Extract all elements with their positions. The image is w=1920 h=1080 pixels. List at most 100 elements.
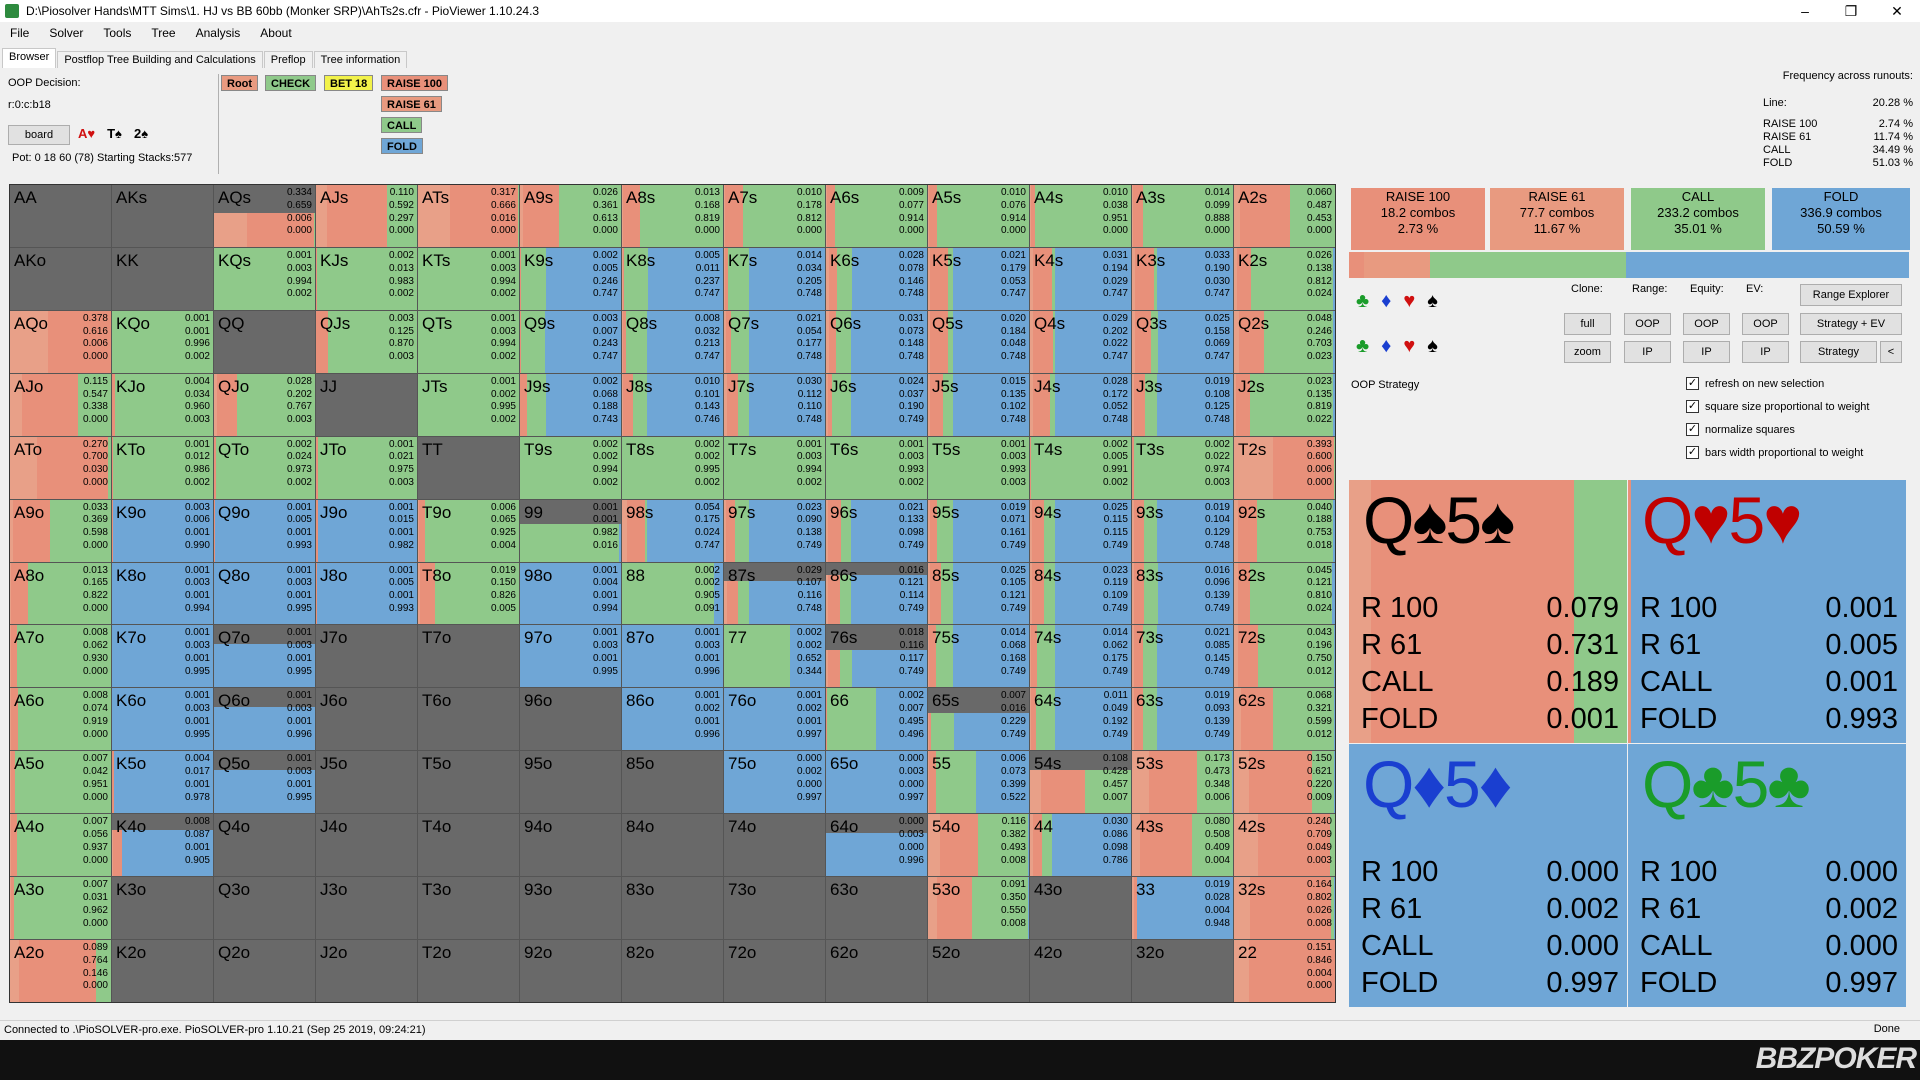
- hand-cell[interactable]: 72o: [724, 940, 825, 1002]
- hand-cell[interactable]: J5s 0.015 0.135 0.102 0.748: [928, 373, 1029, 436]
- hand-cell[interactable]: T3s 0.002 0.022 0.974 0.003: [1132, 436, 1233, 499]
- hand-cell[interactable]: 84s 0.023 0.119 0.109 0.749: [1030, 562, 1131, 625]
- hand-cell[interactable]: 32s 0.164 0.802 0.026 0.008: [1234, 877, 1335, 940]
- hand-cell[interactable]: K4s 0.031 0.194 0.029 0.747: [1030, 247, 1131, 310]
- hand-cell[interactable]: 65s 0.007 0.016 0.229 0.749: [928, 688, 1029, 751]
- equity-oop-button[interactable]: OOP: [1683, 313, 1730, 335]
- hand-cell[interactable]: Q4o: [214, 814, 315, 877]
- hand-cell[interactable]: 42o: [1030, 940, 1131, 1002]
- hand-cell[interactable]: J8s 0.010 0.101 0.143 0.746: [622, 373, 723, 436]
- hand-cell[interactable]: 92s 0.040 0.188 0.753 0.018: [1234, 499, 1335, 562]
- hand-cell[interactable]: Q7o 0.001 0.003 0.001 0.995: [214, 625, 315, 688]
- hand-cell[interactable]: 54s 0.108 0.428 0.457 0.007: [1030, 751, 1131, 814]
- hand-cell[interactable]: A4s 0.010 0.038 0.951 0.000: [1030, 185, 1131, 247]
- hand-cell[interactable]: T3o: [418, 877, 519, 940]
- hand-cell[interactable]: A6s 0.009 0.077 0.914 0.000: [826, 185, 927, 247]
- hand-cell[interactable]: A9s 0.026 0.361 0.613 0.000: [520, 185, 621, 247]
- square-size-checkbox[interactable]: ✓ square size proportional to weight: [1686, 400, 1869, 413]
- hand-cell[interactable]: 93o: [520, 877, 621, 940]
- hand-cell[interactable]: 98s 0.054 0.175 0.024 0.747: [622, 499, 723, 562]
- hand-cell[interactable]: A5o 0.007 0.042 0.951 0.000: [10, 751, 111, 814]
- range-explorer-button[interactable]: Range Explorer: [1800, 284, 1902, 306]
- hand-cell[interactable]: KJo 0.004 0.034 0.960 0.003: [112, 373, 213, 436]
- hand-cell[interactable]: 62o: [826, 940, 927, 1002]
- hand-cell[interactable]: 74s 0.014 0.062 0.175 0.749: [1030, 625, 1131, 688]
- board-button[interactable]: board: [8, 125, 70, 145]
- ev-oop-button[interactable]: OOP: [1742, 313, 1789, 335]
- hand-cell[interactable]: K6o 0.001 0.003 0.001 0.995: [112, 688, 213, 751]
- hand-cell[interactable]: T2o: [418, 940, 519, 1002]
- hand-cell[interactable]: 95o: [520, 751, 621, 814]
- hand-cell[interactable]: J9s 0.002 0.068 0.188 0.743: [520, 373, 621, 436]
- suit-icon[interactable]: ♣: [1356, 290, 1370, 312]
- hand-cell[interactable]: Q2o: [214, 940, 315, 1002]
- hand-cell[interactable]: 82o: [622, 940, 723, 1002]
- hand-cell[interactable]: T9s 0.002 0.002 0.994 0.002: [520, 436, 621, 499]
- hand-cell[interactable]: J7s 0.030 0.112 0.110 0.748: [724, 373, 825, 436]
- hand-cell[interactable]: J8o 0.001 0.005 0.001 0.993: [316, 562, 417, 625]
- hand-cell[interactable]: 94o: [520, 814, 621, 877]
- hand-cell[interactable]: KJs 0.002 0.013 0.983 0.002: [316, 247, 417, 310]
- hand-cell[interactable]: 94s 0.025 0.115 0.115 0.749: [1030, 499, 1131, 562]
- hand-cell[interactable]: A9o 0.033 0.369 0.598 0.000: [10, 499, 111, 562]
- hand-cell[interactable]: Q5o 0.001 0.003 0.001 0.995: [214, 751, 315, 814]
- hand-cell[interactable]: T8o 0.019 0.150 0.826 0.005: [418, 562, 519, 625]
- menu-file[interactable]: File: [10, 26, 30, 40]
- suit-icon[interactable]: ♠: [1427, 290, 1438, 312]
- suit-icon[interactable]: ♥: [1403, 290, 1416, 312]
- hand-cell[interactable]: A2s 0.060 0.487 0.453 0.000: [1234, 185, 1335, 247]
- hand-cell[interactable]: J3o: [316, 877, 417, 940]
- tab-preflop[interactable]: Preflop: [263, 51, 313, 68]
- hand-cell[interactable]: KK: [112, 247, 213, 310]
- suit-icon[interactable]: ♣: [1356, 335, 1370, 357]
- hand-cell[interactable]: 95s 0.019 0.071 0.161 0.749: [928, 499, 1029, 562]
- normalize-checkbox[interactable]: ✓ normalize squares: [1686, 423, 1795, 436]
- hand-cell[interactable]: 43s 0.080 0.508 0.409 0.004: [1132, 814, 1233, 877]
- hand-cell[interactable]: JTs 0.001 0.002 0.995 0.002: [418, 373, 519, 436]
- hand-cell[interactable]: KQo 0.001 0.001 0.996 0.002: [112, 310, 213, 373]
- suit-icon[interactable]: ♦: [1381, 290, 1392, 312]
- check-icon[interactable]: ✓: [1686, 423, 1699, 436]
- hand-cell[interactable]: K6s 0.028 0.078 0.146 0.748: [826, 247, 927, 310]
- hand-cell[interactable]: J9o 0.001 0.015 0.001 0.982: [316, 499, 417, 562]
- menu-tree[interactable]: Tree: [151, 26, 176, 40]
- hand-cell[interactable]: J4s 0.028 0.172 0.052 0.748: [1030, 373, 1131, 436]
- hand-cell[interactable]: 96s 0.021 0.133 0.098 0.749: [826, 499, 927, 562]
- hand-cell[interactable]: T5o: [418, 751, 519, 814]
- hand-cell[interactable]: Q9s 0.003 0.007 0.243 0.747: [520, 310, 621, 373]
- hand-cell[interactable]: 99 0.001 0.001 0.982 0.016: [520, 499, 621, 562]
- hand-cell[interactable]: T7s 0.001 0.003 0.994 0.002: [724, 436, 825, 499]
- hand-cell[interactable]: 97s 0.023 0.090 0.138 0.749: [724, 499, 825, 562]
- hand-cell[interactable]: Q6o 0.001 0.003 0.001 0.996: [214, 688, 315, 751]
- hand-cell[interactable]: 77 0.002 0.002 0.652 0.344: [724, 625, 825, 688]
- hand-cell[interactable]: T4s 0.002 0.005 0.991 0.002: [1030, 436, 1131, 499]
- hand-cell[interactable]: 82s 0.045 0.121 0.810 0.024: [1234, 562, 1335, 625]
- hand-cell[interactable]: 92o: [520, 940, 621, 1002]
- hand-cell[interactable]: 64s 0.011 0.049 0.192 0.749: [1030, 688, 1131, 751]
- hand-cell[interactable]: 66 0.002 0.007 0.495 0.496: [826, 688, 927, 751]
- hand-cell[interactable]: K2s 0.026 0.138 0.812 0.024: [1234, 247, 1335, 310]
- hand-cell[interactable]: 86s 0.016 0.121 0.114 0.749: [826, 562, 927, 625]
- hand-cell[interactable]: A2o 0.089 0.764 0.146 0.000: [10, 940, 111, 1002]
- hand-cell[interactable]: AKo: [10, 247, 111, 310]
- hand-cell[interactable]: A5s 0.010 0.076 0.914 0.000: [928, 185, 1029, 247]
- check-icon[interactable]: ✓: [1686, 446, 1699, 459]
- hand-cell[interactable]: 42s 0.240 0.709 0.049 0.003: [1234, 814, 1335, 877]
- hand-cell[interactable]: Q4s 0.029 0.202 0.022 0.747: [1030, 310, 1131, 373]
- hand-cell[interactable]: QQ: [214, 310, 315, 373]
- hand-cell[interactable]: 54o 0.116 0.382 0.493 0.008: [928, 814, 1029, 877]
- hand-cell[interactable]: 74o: [724, 814, 825, 877]
- hand-cell[interactable]: T7o: [418, 625, 519, 688]
- bars-width-checkbox[interactable]: ✓ bars width proportional to weight: [1686, 446, 1863, 459]
- hand-cell[interactable]: 22 0.151 0.846 0.004 0.000: [1234, 940, 1335, 1002]
- hand-cell[interactable]: JJ: [316, 373, 417, 436]
- hand-cell[interactable]: 93s 0.019 0.104 0.129 0.748: [1132, 499, 1233, 562]
- hand-cell[interactable]: T6s 0.001 0.003 0.993 0.002: [826, 436, 927, 499]
- hand-cell[interactable]: 32o: [1132, 940, 1233, 1002]
- hand-cell[interactable]: 84o: [622, 814, 723, 877]
- tree-bet-button[interactable]: BET 18: [324, 75, 374, 91]
- tree-root-button[interactable]: Root: [221, 75, 259, 91]
- hand-cell[interactable]: AKs: [112, 185, 213, 247]
- hand-cell[interactable]: 76s 0.018 0.116 0.117 0.749: [826, 625, 927, 688]
- hand-cell[interactable]: T8s 0.002 0.002 0.995 0.002: [622, 436, 723, 499]
